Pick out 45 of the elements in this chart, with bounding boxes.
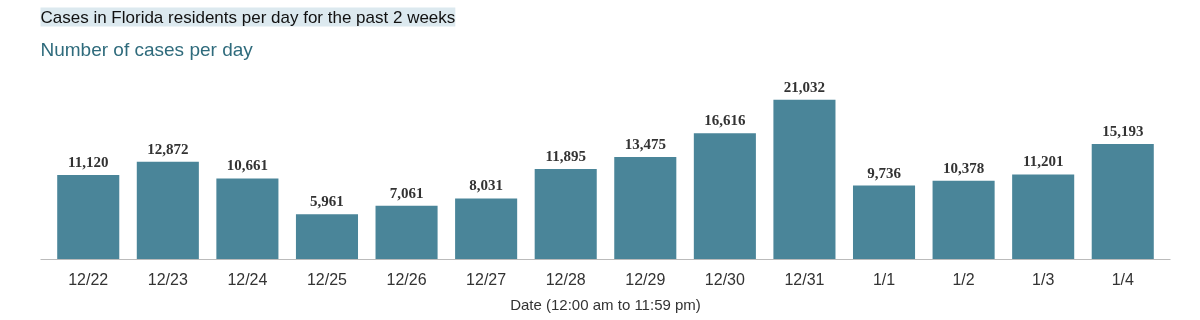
data-label: 11,120 bbox=[68, 153, 109, 170]
x-tick-label: 12/27 bbox=[466, 270, 507, 288]
data-label: 21,032 bbox=[783, 78, 826, 95]
x-tick-label: 12/23 bbox=[147, 270, 188, 288]
bar bbox=[455, 198, 518, 260]
bar bbox=[852, 185, 916, 260]
x-axis-title: Date (12:00 am to 11:59 pm) bbox=[510, 295, 701, 313]
bar bbox=[773, 99, 836, 260]
x-tick-label: 12/31 bbox=[784, 270, 825, 288]
x-tick-label: 1/1 bbox=[872, 270, 896, 288]
data-label: 10,661 bbox=[226, 157, 269, 174]
bar bbox=[932, 180, 995, 260]
bar bbox=[375, 205, 438, 260]
x-tick-label: 12/28 bbox=[545, 270, 586, 288]
data-label: 5,961 bbox=[310, 193, 344, 210]
bar bbox=[1091, 144, 1154, 260]
data-label: 9,736 bbox=[867, 164, 902, 181]
data-label: 8,031 bbox=[469, 177, 504, 194]
x-tick-label: 12/30 bbox=[704, 270, 745, 288]
bar bbox=[534, 169, 597, 260]
x-tick-label: 1/4 bbox=[1111, 270, 1134, 288]
bar bbox=[57, 174, 120, 260]
bar bbox=[693, 133, 756, 260]
bar bbox=[136, 161, 199, 260]
data-label: 11,895 bbox=[545, 148, 586, 165]
data-label: 16,616 bbox=[704, 112, 746, 129]
x-tick-label: 1/3 bbox=[1032, 270, 1055, 288]
data-label: 15,193 bbox=[1102, 123, 1144, 140]
bar bbox=[1012, 174, 1075, 260]
data-label: 11,201 bbox=[1022, 153, 1064, 170]
data-label: 7,061 bbox=[389, 184, 424, 201]
x-tick-label: 12/22 bbox=[68, 270, 109, 288]
x-tick-label: 1/2 bbox=[952, 270, 975, 288]
bar bbox=[295, 214, 359, 260]
x-tick-label: 12/29 bbox=[625, 270, 666, 288]
data-label: 13,475 bbox=[624, 136, 666, 153]
bar bbox=[216, 178, 279, 260]
x-tick-label: 12/24 bbox=[227, 270, 268, 288]
data-label: 12,872 bbox=[147, 140, 189, 157]
bar bbox=[614, 157, 677, 260]
chart-subtitle: Number of cases per day bbox=[40, 38, 254, 60]
data-label: 10,378 bbox=[942, 159, 985, 176]
x-tick-label: 12/25 bbox=[306, 270, 348, 288]
chart-title: Cases in Florida residents per day for the past 2 weeks bbox=[40, 7, 456, 27]
x-tick-label: 12/26 bbox=[386, 270, 427, 288]
